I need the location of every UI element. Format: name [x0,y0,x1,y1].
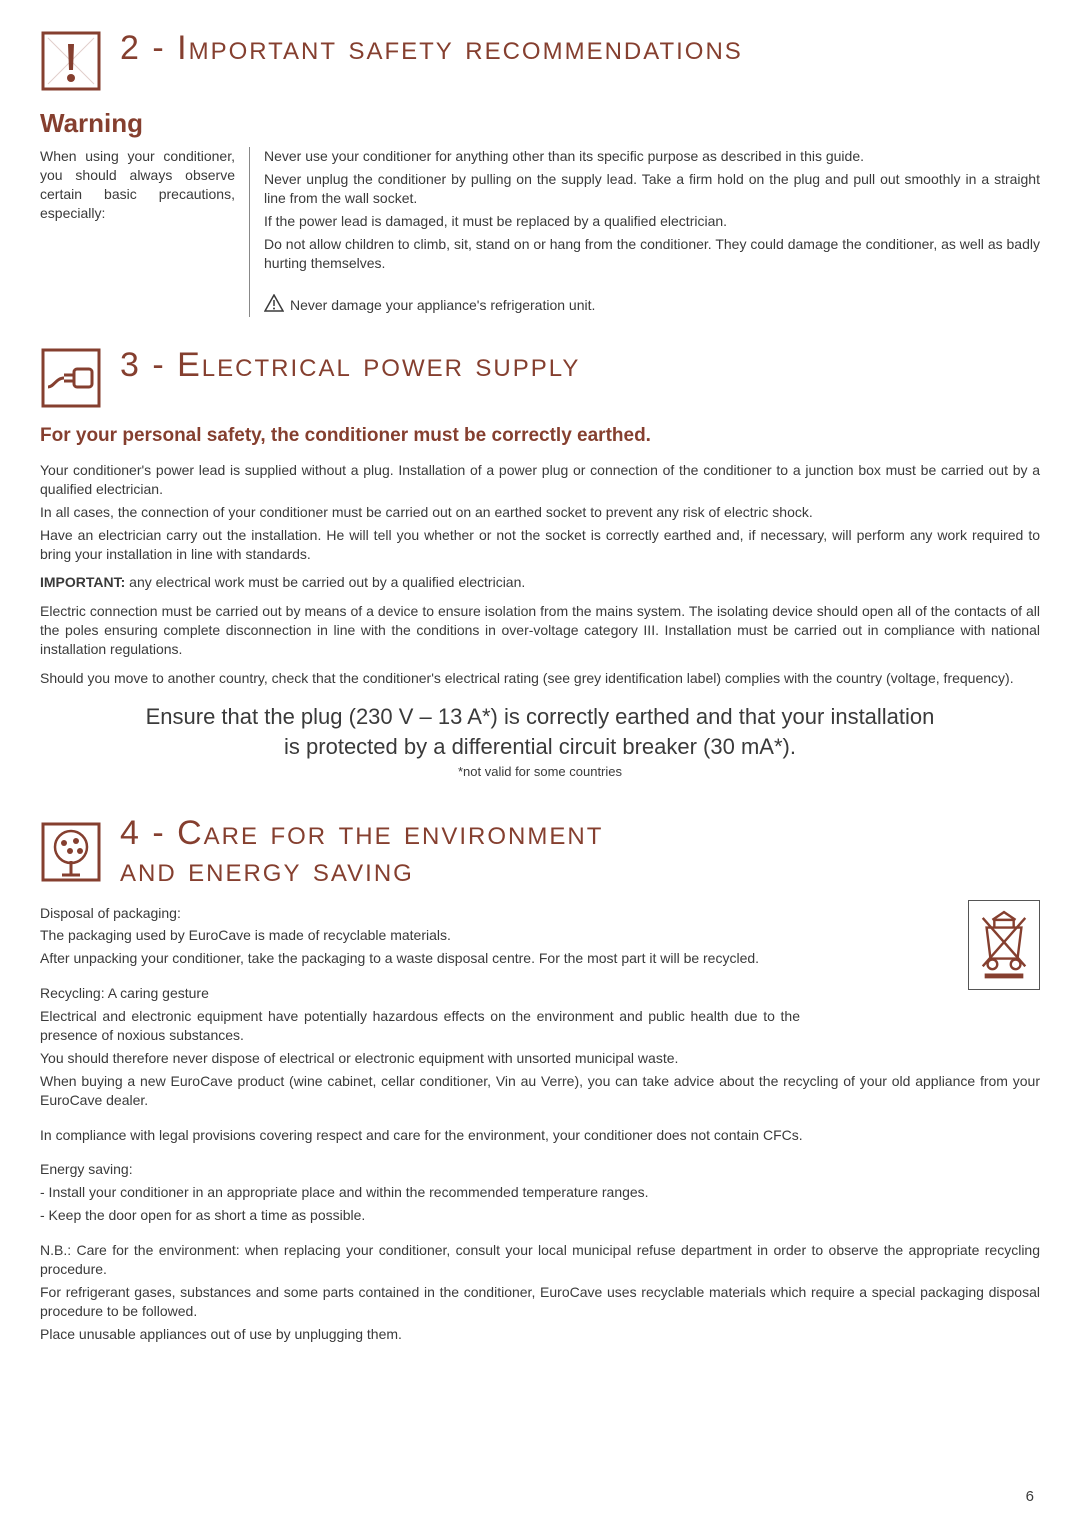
energy-heading: Energy saving: [40,1160,1040,1179]
footnote: *not valid for some countries [40,763,1040,781]
warning-point: Do not allow children to climb, sit, sta… [264,235,1040,273]
body-text: Place unusable appliances out of use by … [40,1325,1040,1344]
caution-text: Never damage your appliance's refrigerat… [290,296,595,315]
body-text: The packaging used by EuroCave is made o… [40,926,800,945]
recycle-heading: Recycling: A caring gesture [40,984,1040,1003]
body-text: When buying a new EuroCave product (wine… [40,1072,1040,1110]
body-text: N.B.: Care for the environment: when rep… [40,1241,1040,1279]
warning-points: Never use your conditioner for anything … [250,147,1040,317]
caution-triangle-icon [264,294,284,317]
disposal-heading: Disposal of packaging: [40,904,1040,923]
section3-subheading: For your personal safety, the conditione… [40,423,1040,449]
important-text: any electrical work must be carried out … [125,574,525,590]
warning-heading: Warning [40,106,1040,141]
warning-point: If the power lead is damaged, it must be… [264,212,1040,231]
important-label: IMPORTANT: [40,574,125,590]
important-note: IMPORTANT: any electrical work must be c… [40,573,1040,592]
section2-body: Warning When using your conditioner, you… [40,106,1040,317]
plug-icon [40,347,102,409]
section3-title: 3 - Electrical power supply [120,347,580,384]
body-text: For refrigerant gases, substances and so… [40,1283,1040,1321]
body-text: In compliance with legal provisions cove… [40,1126,1040,1145]
section3-header: 3 - Electrical power supply [40,347,1040,409]
body-text: You should therefore never dispose of el… [40,1049,1040,1068]
warning-intro: When using your conditioner, you should … [40,147,250,317]
section2-header: 2 - Important safety recommendations [40,30,1040,92]
body-text: - Install your conditioner in an appropr… [40,1183,1040,1202]
section2-title: 2 - Important safety recommendations [120,30,743,67]
body-text: Should you move to another country, chec… [40,669,1040,688]
body-text: Have an electrician carry out the instal… [40,526,1040,564]
section4-title: 4 - Care for the environment and energy … [120,815,603,890]
body-text: Electrical and electronic equipment have… [40,1007,800,1045]
warning-point: Never unplug the conditioner by pulling … [264,170,1040,208]
weee-icon [968,900,1040,990]
body-text: In all cases, the connection of your con… [40,503,1040,522]
body-text: - Keep the door open for as short a time… [40,1206,1040,1225]
tree-icon [40,821,102,883]
body-text: After unpacking your conditioner, take t… [40,949,800,968]
page-number: 6 [1026,1487,1034,1507]
warning-point: Never use your conditioner for anything … [264,147,1040,166]
section4-header: 4 - Care for the environment and energy … [40,815,1040,890]
warning-square-icon [40,30,102,92]
section4-body: Disposal of packaging: The packaging use… [40,904,1040,1344]
emphasis-text: Ensure that the plug (230 V – 13 A*) is … [40,702,1040,761]
body-text: Your conditioner's power lead is supplie… [40,461,1040,499]
body-text: Electric connection must be carried out … [40,602,1040,659]
